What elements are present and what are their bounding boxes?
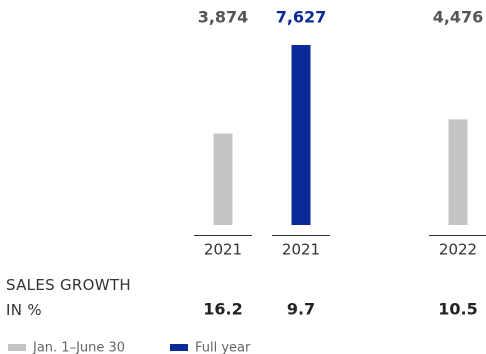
legend-label: Jan. 1–June 30 <box>32 341 125 354</box>
bar <box>213 133 233 225</box>
growth-value: 10.5 <box>438 300 477 319</box>
x-tick-label: 2022 <box>439 241 477 259</box>
value-label: 4,476 <box>433 8 484 27</box>
growth-value: 16.2 <box>203 300 242 319</box>
legend-swatch <box>8 344 26 351</box>
legend-label: Full year <box>195 341 251 354</box>
legend-swatch <box>170 344 188 351</box>
x-tick-label: 2021 <box>282 241 320 259</box>
value-label: 3,874 <box>198 8 249 27</box>
growth-value: 9.7 <box>287 300 315 319</box>
value-label: 7,627 <box>276 8 327 27</box>
growth-label: SALES GROWTH IN % <box>6 276 131 319</box>
bar <box>448 119 468 225</box>
bar <box>291 45 311 225</box>
x-tick-label: 2021 <box>204 241 242 259</box>
